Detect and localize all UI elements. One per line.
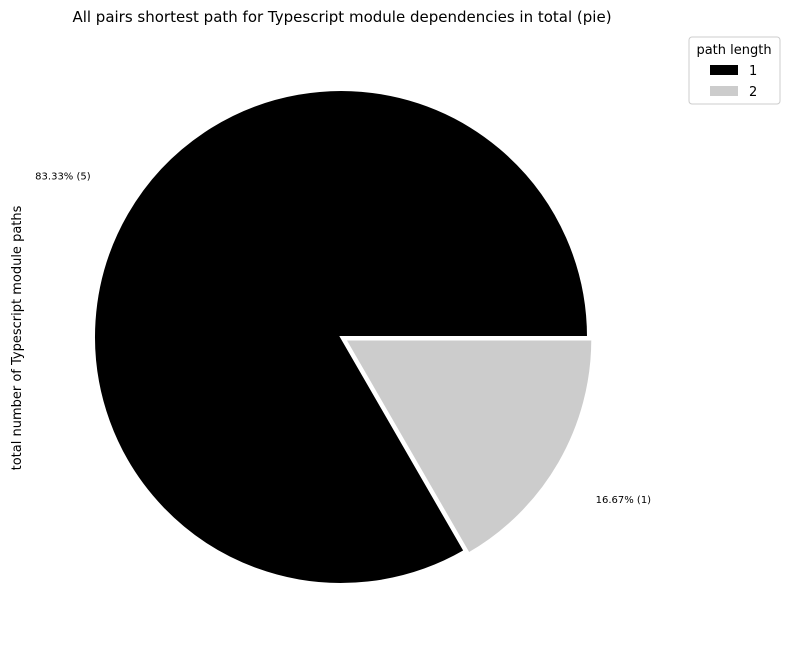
legend-label-1: 1 — [749, 64, 757, 79]
legend-title: path length — [696, 43, 771, 58]
legend-swatch-2 — [710, 86, 738, 96]
pie-percent-label-2: 16.67% (1) — [596, 495, 652, 506]
y-axis-label: total number of Typescript module paths — [10, 205, 25, 470]
legend-label-2: 2 — [749, 85, 757, 100]
pie-slice-2 — [343, 338, 594, 555]
pie-percent-label-1: 83.33% (5) — [35, 171, 91, 182]
pie-percent-labels: 83.33% (5) 16.67% (1) — [35, 171, 651, 506]
pie-slices — [93, 89, 594, 585]
legend-swatch-1 — [710, 65, 738, 75]
legend: path length 1 2 — [688, 36, 781, 105]
pie-slice-1 — [93, 89, 590, 585]
chart-title: All pairs shortest path for Typescript m… — [72, 8, 611, 26]
